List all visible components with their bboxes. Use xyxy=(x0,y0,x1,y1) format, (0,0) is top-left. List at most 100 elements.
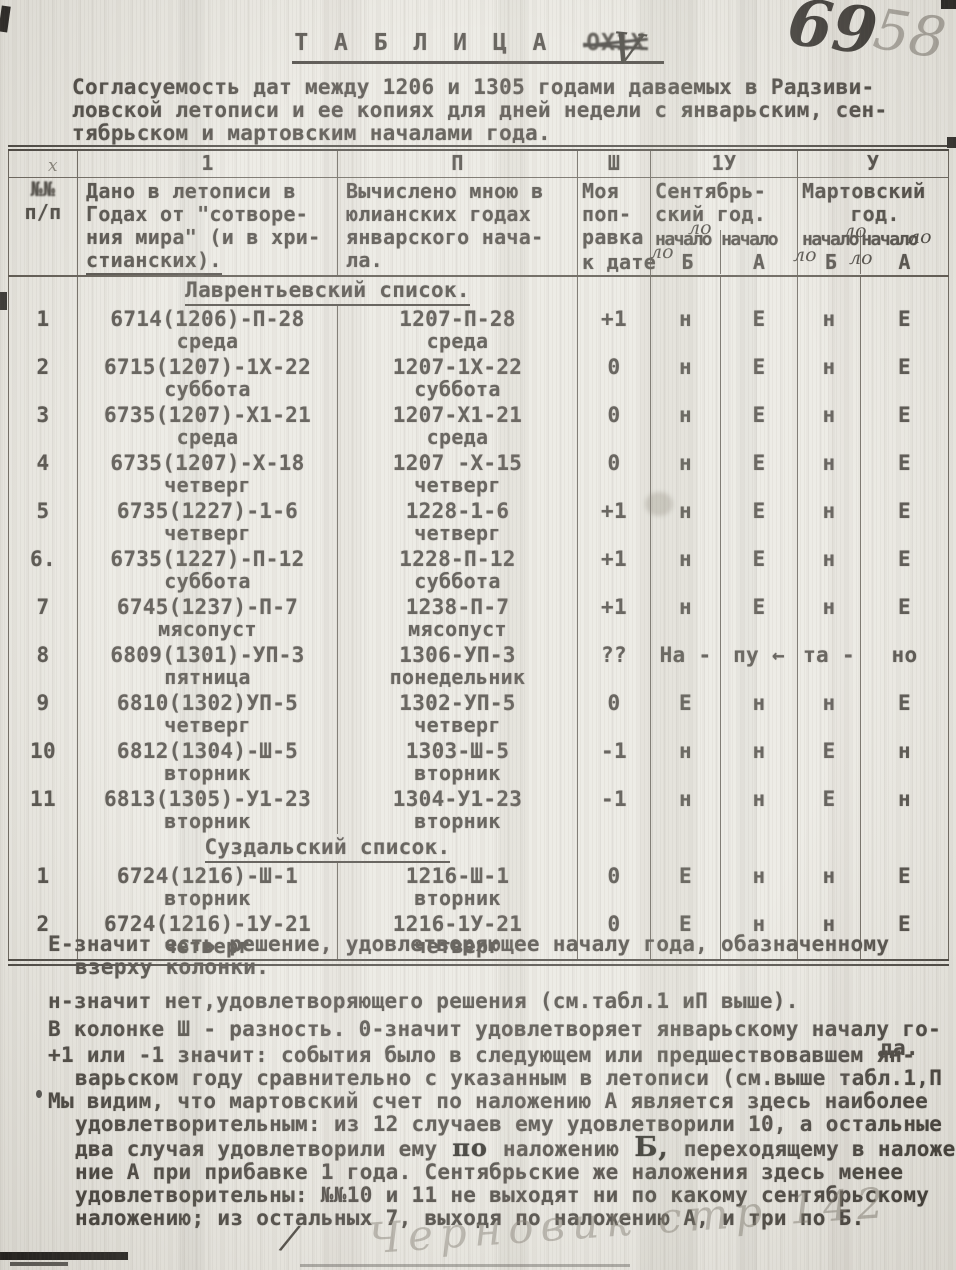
given-weekday: четверг xyxy=(164,521,251,545)
given-date: 6735(1207)-Х1-21 xyxy=(103,403,312,427)
nachalo-label: начало xyxy=(655,229,713,250)
table-row: 10 6812(1304)-Ш-5 вторник 1303-Ш-5 вторник -1… xyxy=(8,738,949,786)
march-a-cell: н xyxy=(860,786,949,834)
given-weekday: мясопуст xyxy=(158,617,257,641)
given-date: 6735(1207)-Х-18 xyxy=(110,451,305,475)
computed-date: 1207-Х1-21 xyxy=(392,403,523,427)
col-number: П xyxy=(337,148,578,178)
computed-weekday: среда xyxy=(426,329,489,353)
row-number-cell: 2 xyxy=(8,354,78,402)
march-b-cell: н xyxy=(797,690,861,738)
legend-e: Е-значит есть решение, удовлетворяющее н… xyxy=(48,933,928,979)
hand-lo-mark: ло xyxy=(849,247,873,269)
computed-weekday: четверг xyxy=(414,473,501,497)
handwritten-word-po: по xyxy=(452,1133,488,1162)
section-title: Суздальский список. xyxy=(77,834,578,863)
computed-date-cell: 1207-Х1-21 среда xyxy=(337,402,578,450)
legend-line: +1 или -1 значит: события было в следующ… xyxy=(48,1043,916,1067)
correction-cell: -1 xyxy=(577,738,651,786)
table-row: 2 6724(1216)-1У-21 четверг 1216-1У-21 четвер… xyxy=(8,911,949,963)
header-line: к дате xyxy=(582,250,657,274)
given-date-cell: 6812(1304)-Ш-5 вторник xyxy=(77,738,338,786)
march-b-cell: н xyxy=(797,911,861,963)
legend-line: варьском году сравнительно с указанным в… xyxy=(75,1066,943,1090)
given-date: 6715(1207)-1Х-22 xyxy=(103,355,312,379)
september-a-cell: н xyxy=(720,863,798,911)
header-row: №№ п/п Дано в летописи в Годах от "сотво… xyxy=(8,177,949,277)
corner-cell xyxy=(8,148,78,178)
hand-lo-mark: ло xyxy=(688,217,712,239)
row-number-cell: 4 xyxy=(8,450,78,498)
header-line: поп- xyxy=(582,202,632,226)
march-b-cell: н xyxy=(797,402,861,450)
march-a-cell: Е xyxy=(860,498,949,546)
given-date: 6724(1216)-1У-21 xyxy=(103,912,312,936)
computed-date: 1228-1-6 xyxy=(405,499,510,523)
september-b-cell: н xyxy=(650,402,721,450)
september-b-cell: н xyxy=(650,738,721,786)
september-b-cell: Е xyxy=(650,863,721,911)
header-line: стианских). xyxy=(86,249,222,275)
correction-cell: 0 xyxy=(577,450,651,498)
row-number-cell: 2 xyxy=(8,911,78,963)
given-date-cell: 6724(1216)-Ш-1 вторник xyxy=(77,863,338,911)
section-row: Суздальский список. xyxy=(8,834,949,863)
computed-weekday: четверг xyxy=(414,521,501,545)
given-date-cell: 6714(1206)-П-28 среда xyxy=(77,306,338,354)
given-date: 6813(1305)-У1-23 xyxy=(103,787,312,811)
computed-date-cell: 1238-П-7 мясопуст xyxy=(337,594,578,642)
scan-artifact xyxy=(941,0,956,9)
subcol-b-label: Б xyxy=(824,250,838,274)
scan-artifact xyxy=(10,1262,68,1266)
given-weekday: среда xyxy=(176,329,239,353)
table-row: 4 6735(1207)-Х-18 четверг 1207 -Х-15 четверг… xyxy=(8,450,949,498)
march-b-cell: н xyxy=(797,354,861,402)
computed-date: 1302-УП-5 xyxy=(399,691,516,715)
march-a-cell: Е xyxy=(860,911,949,963)
march-a-cell: Е xyxy=(860,690,949,738)
computed-weekday: вторник xyxy=(414,761,501,785)
empty-cell xyxy=(650,834,721,863)
computed-date-cell: 1302-УП-5 четверг xyxy=(337,690,578,738)
given-weekday: среда xyxy=(176,425,239,449)
hand-lo-mark: ло xyxy=(650,241,674,263)
computed-date: 1304-У1-23 xyxy=(392,787,523,811)
september-a-cell: Е xyxy=(720,306,798,354)
header-line: ния мира" (и в хри- xyxy=(86,225,321,249)
correction-cell: +1 xyxy=(577,306,651,354)
empty-cell xyxy=(720,276,798,306)
september-a-cell: Е xyxy=(720,546,798,594)
nachalo-label: начало xyxy=(861,229,919,250)
calc-col-header: Вычислено мною в юлианских годах январск… xyxy=(337,177,578,277)
empty-cell xyxy=(797,834,861,863)
computed-date: 1216-Ш-1 xyxy=(405,864,510,888)
given-weekday: суббота xyxy=(164,569,251,593)
summary-text: переходящему в наложе- xyxy=(670,1137,956,1161)
header-line: Мартовский xyxy=(802,179,926,203)
given-date: 6809(1301)-УП-3 xyxy=(110,643,305,667)
row-number-cell: 7 xyxy=(8,594,78,642)
table-row: 9 6810(1302)УП-5 четверг 1302-УП-5 четверг 0 Е… xyxy=(8,690,949,738)
given-date-cell: 6810(1302)УП-5 четверг xyxy=(77,690,338,738)
row-number-cell: 8 xyxy=(8,642,78,690)
legend-line: Е-значит есть решение, удовлетворяющее н… xyxy=(48,932,890,956)
computed-weekday: среда xyxy=(426,425,489,449)
given-date-cell: 6735(1207)-Х-18 четверг xyxy=(77,450,338,498)
march-a-cell: Е xyxy=(860,354,949,402)
row-number-cell: 6. xyxy=(8,546,78,594)
march-b-cell: Е xyxy=(797,738,861,786)
header-line: Дано в летописи в xyxy=(86,179,296,203)
correction-cell: +1 xyxy=(577,498,651,546)
computed-date-cell: 1207-П-28 среда xyxy=(337,306,578,354)
legend-k: В колонке Ш - разность. 0-значит удовлет… xyxy=(48,1018,941,1041)
computed-date: 1238-П-7 xyxy=(405,595,510,619)
summary-text: два случая удовлетворили ему xyxy=(75,1137,451,1161)
summary-line: удовлетворительны: №№10 и 11 не выходят … xyxy=(75,1183,930,1207)
computed-date: 1207-П-28 xyxy=(399,307,516,331)
march-b-cell: н xyxy=(797,306,861,354)
march-b-cell: н xyxy=(797,450,861,498)
subcol-a-label: А xyxy=(752,250,766,274)
correction-cell: -1 xyxy=(577,786,651,834)
scan-artifact xyxy=(0,5,11,33)
given-weekday: четверг xyxy=(164,473,251,497)
